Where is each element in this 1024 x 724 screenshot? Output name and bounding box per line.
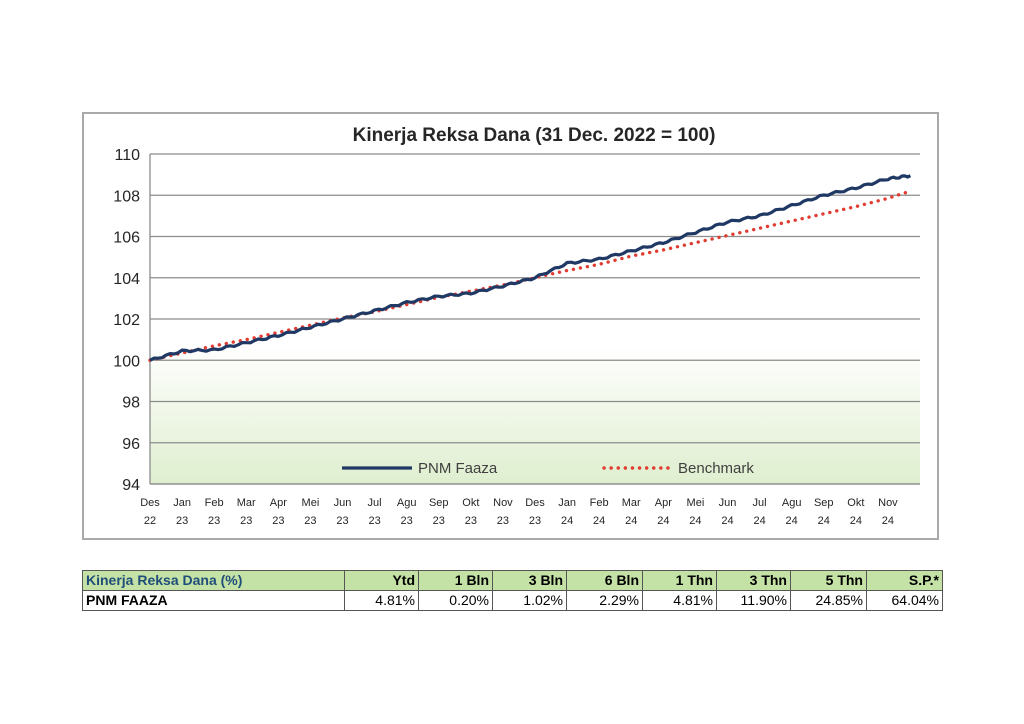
y-tick-label: 100 — [113, 353, 140, 370]
value-6bln: 2.29% — [566, 590, 643, 611]
x-tick-month: Mar — [622, 497, 641, 509]
y-tick-label: 108 — [113, 188, 140, 205]
gridlines — [149, 153, 920, 485]
x-tick-year: 23 — [304, 515, 316, 527]
x-tick-month: Nov — [493, 497, 513, 509]
x-tick-month: Jul — [368, 497, 382, 509]
series-line-pnm-faaza — [149, 174, 912, 362]
x-tick-year: 24 — [850, 515, 862, 527]
header-6bln: 6 Bln — [566, 570, 643, 591]
table-row: PNM FAAZA 4.81% 0.20% 1.02% 2.29% 4.81% … — [82, 590, 943, 611]
x-tick-month: Mar — [237, 497, 256, 509]
x-tick-month: Jan — [173, 497, 191, 509]
x-tick-month: Apr — [655, 497, 672, 509]
x-tick-year: 24 — [753, 515, 765, 527]
y-tick-label: 110 — [114, 147, 140, 164]
value-3thn: 11.90% — [716, 590, 791, 611]
x-tick-month: Des — [140, 497, 160, 509]
x-tick-month: Jun — [719, 497, 737, 509]
x-tick-year: 22 — [144, 515, 156, 527]
x-tick-month: Apr — [270, 497, 287, 509]
x-tick-year: 23 — [208, 515, 220, 527]
legend: PNM Faaza Benchmark — [342, 460, 754, 477]
x-axis: Des 22 Jan 23 Feb 23 Mar 23 Apr 23 Mei 23 Jun 23 Jul 23… — [140, 497, 898, 527]
x-tick-month: Des — [525, 497, 545, 509]
x-tick-month: Jun — [334, 497, 352, 509]
x-tick-month: Nov — [878, 497, 898, 509]
x-tick-year: 24 — [593, 515, 605, 527]
table-header-row: Kinerja Reksa Dana (%) Ytd 1 Bln 3 Bln 6… — [82, 570, 943, 591]
x-tick-month: Jul — [753, 497, 767, 509]
y-tick-label: 96 — [122, 436, 140, 453]
y-axis: 94 96 98 100 102 104 106 108 110 — [113, 147, 140, 494]
y-tick-label: 102 — [113, 312, 140, 329]
x-tick-year: 23 — [176, 515, 188, 527]
header-5thn: 5 Thn — [790, 570, 867, 591]
x-tick-month: Feb — [590, 497, 609, 509]
x-tick-year: 23 — [465, 515, 477, 527]
header-sp: S.P.* — [866, 570, 943, 591]
fund-name: PNM FAAZA — [82, 590, 345, 611]
header-3bln: 3 Bln — [492, 570, 567, 591]
value-sp: 64.04% — [866, 590, 943, 611]
x-tick-month: Agu — [782, 497, 802, 509]
x-tick-year: 23 — [433, 515, 445, 527]
x-tick-year: 23 — [272, 515, 284, 527]
x-tick-year: 24 — [721, 515, 733, 527]
x-tick-month: Okt — [462, 497, 479, 509]
performance-chart: Kinerja Reksa Dana (31 Dec. 2022 = 100) … — [113, 125, 920, 527]
x-tick-year: 23 — [368, 515, 380, 527]
x-tick-year: 23 — [336, 515, 348, 527]
x-tick-year: 24 — [689, 515, 701, 527]
y-tick-label: 104 — [113, 271, 140, 288]
x-tick-month: Sep — [429, 497, 449, 509]
series-lines — [148, 174, 913, 363]
y-tick-label: 98 — [122, 395, 140, 412]
x-tick-month: Mei — [687, 497, 705, 509]
x-tick-year: 24 — [657, 515, 669, 527]
value-3bln: 1.02% — [492, 590, 567, 611]
legend-label-benchmark: Benchmark — [678, 460, 754, 477]
x-tick-year: 23 — [529, 515, 541, 527]
x-tick-month: Mei — [302, 497, 320, 509]
chart-frame: Kinerja Reksa Dana (31 Dec. 2022 = 100) … — [82, 112, 939, 540]
x-tick-year: 24 — [561, 515, 573, 527]
header-1bln: 1 Bln — [418, 570, 493, 591]
y-tick-label: 94 — [122, 477, 140, 494]
x-tick-year: 23 — [497, 515, 509, 527]
value-1bln: 0.20% — [418, 590, 493, 611]
x-tick-year: 24 — [818, 515, 830, 527]
header-1thn: 1 Thn — [642, 570, 717, 591]
header-ytd: Ytd — [344, 570, 419, 591]
x-tick-month: Agu — [397, 497, 417, 509]
x-tick-year: 24 — [786, 515, 798, 527]
value-ytd: 4.81% — [344, 590, 419, 611]
chart-title: Kinerja Reksa Dana (31 Dec. 2022 = 100) — [353, 125, 716, 146]
x-tick-month: Feb — [205, 497, 224, 509]
header-name: Kinerja Reksa Dana (%) — [82, 570, 345, 591]
x-tick-month: Okt — [847, 497, 864, 509]
x-tick-year: 24 — [625, 515, 637, 527]
x-tick-year: 23 — [240, 515, 252, 527]
x-tick-year: 24 — [882, 515, 894, 527]
x-tick-year: 23 — [401, 515, 413, 527]
value-5thn: 24.85% — [790, 590, 867, 611]
performance-table: Kinerja Reksa Dana (%) Ytd 1 Bln 3 Bln 6… — [82, 570, 943, 611]
header-3thn: 3 Thn — [716, 570, 791, 591]
x-tick-month: Jan — [558, 497, 576, 509]
legend-label-pnm-faaza: PNM Faaza — [418, 460, 498, 477]
x-tick-month: Sep — [814, 497, 834, 509]
value-1thn: 4.81% — [642, 590, 717, 611]
y-tick-label: 106 — [113, 230, 140, 247]
